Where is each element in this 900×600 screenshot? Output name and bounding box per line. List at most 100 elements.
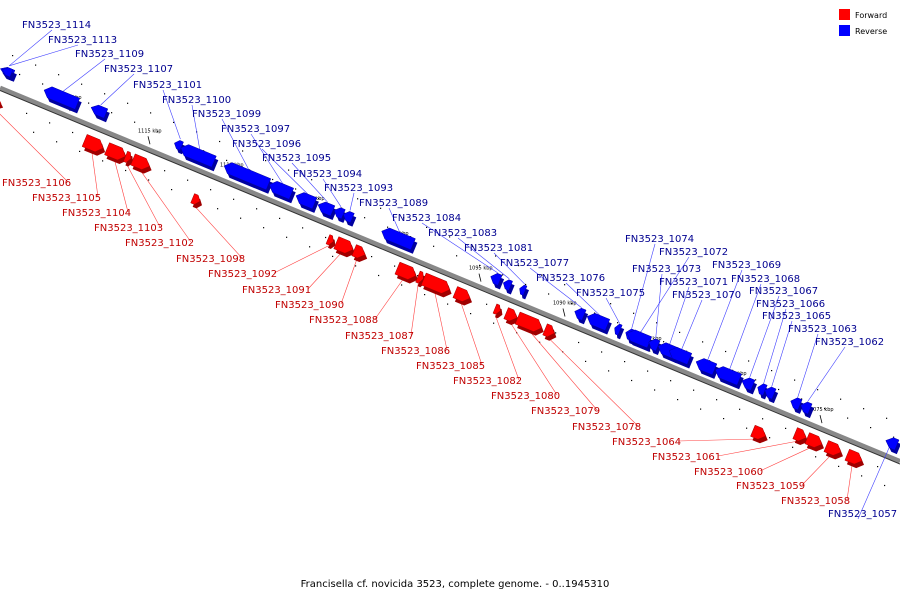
- track-dot: [817, 389, 819, 391]
- gene-arrow: [574, 307, 587, 321]
- gene-arrow: [223, 162, 272, 191]
- track-dot: [387, 226, 389, 228]
- track-dot: [716, 399, 718, 401]
- gene-arrow: [790, 397, 803, 411]
- leader-line: [857, 437, 894, 520]
- gene-label-reverse: FN3523_1093: [324, 183, 393, 194]
- track-dot: [102, 160, 104, 162]
- leader-line: [846, 463, 853, 501]
- track-dot: [325, 236, 327, 239]
- track-dot: [217, 208, 219, 210]
- track-dot: [426, 226, 428, 228]
- gene-arrow: [90, 104, 109, 119]
- gene-label-reverse: FN3523_1071: [659, 277, 728, 288]
- track-dot: [838, 465, 840, 467]
- gene-label-forward: FN3523_1058: [781, 496, 850, 507]
- track-dot: [555, 332, 557, 334]
- track-dot: [769, 437, 771, 439]
- track-dot: [401, 284, 403, 286]
- gene-arrow: [325, 234, 334, 246]
- leader-line: [410, 283, 419, 336]
- gene-label-reverse: FN3523_1065: [762, 311, 831, 322]
- gene-label-reverse: FN3523_1070: [672, 290, 741, 301]
- gene-label-forward: FN3523_1103: [94, 223, 163, 234]
- gene-label-forward: FN3523_1104: [62, 208, 131, 219]
- tick-label: 1095 kbp: [469, 266, 493, 272]
- leader-lines: [0, 29, 894, 520]
- leader-line: [193, 205, 243, 259]
- track-dot: [748, 360, 750, 362]
- gene-label-forward: FN3523_1091: [242, 285, 311, 296]
- leader-line: [191, 104, 200, 150]
- track-dot: [171, 189, 173, 191]
- track-dot: [647, 370, 649, 372]
- track-dot: [755, 379, 757, 381]
- track-dot: [256, 208, 258, 210]
- track-dot: [380, 207, 382, 209]
- leader-line: [529, 267, 582, 308]
- gene-label-forward: FN3523_1082: [453, 376, 522, 387]
- gene-label-reverse: FN3523_1076: [536, 273, 605, 284]
- gene-arrow: [626, 329, 653, 349]
- track-dot: [311, 179, 313, 181]
- track-dot: [240, 217, 242, 219]
- gene-label-reverse: FN3523_1074: [625, 234, 694, 245]
- gene-arrow: [492, 303, 501, 315]
- gene-arrow: [614, 323, 623, 336]
- leader-line: [807, 346, 846, 402]
- axis-line: [0, 85, 900, 464]
- gene-arrow: [648, 338, 661, 352]
- leader-line: [527, 328, 598, 411]
- track-dot: [656, 322, 658, 324]
- leader-line: [797, 333, 819, 398]
- track-dot: [150, 112, 152, 114]
- gene-arrow: [503, 279, 513, 291]
- track-dot: [624, 361, 626, 363]
- gene-labels: FN3523_1114 FN3523_1113 FN3523_1109 FN3523_…: [2, 20, 897, 520]
- leader-line: [138, 168, 192, 243]
- gene-arrows: [0, 67, 900, 469]
- legend-reverse-label: Reverse: [855, 27, 887, 36]
- gene-arrow: [792, 427, 807, 442]
- track-dot: [35, 64, 37, 66]
- track-dot: [134, 121, 136, 123]
- track-dot: [792, 446, 794, 448]
- track-dot: [564, 284, 566, 286]
- track-dot: [631, 379, 633, 382]
- track-dot: [824, 408, 826, 410]
- gene-label-reverse: FN3523_1062: [815, 337, 884, 348]
- track-dot: [318, 198, 320, 200]
- track-dot: [518, 265, 520, 267]
- leader-line: [493, 252, 525, 285]
- gene-arrow: [750, 424, 767, 440]
- leader-line: [91, 149, 99, 198]
- leader-line: [801, 454, 832, 486]
- track-dot: [279, 217, 281, 219]
- gene-arrow: [804, 432, 823, 448]
- gene-arrow: [394, 261, 417, 280]
- track-dot: [771, 370, 773, 372]
- track-dot: [226, 159, 228, 161]
- gene-label-reverse: FN3523_1057: [828, 509, 897, 520]
- leader-line: [388, 207, 400, 233]
- track-dot: [725, 350, 727, 353]
- leader-line: [669, 286, 690, 345]
- track-dot: [886, 417, 888, 419]
- gene-label-reverse: FN3523_1072: [659, 247, 728, 258]
- track-dot: [424, 294, 426, 296]
- track-dot: [493, 322, 495, 324]
- track-dot: [472, 245, 474, 248]
- track-dot: [332, 255, 334, 257]
- genome-caption: Francisella cf. novicida 3523, complete …: [301, 579, 610, 590]
- leader-line: [759, 446, 813, 472]
- track-dot: [302, 227, 304, 229]
- gene-label-reverse: FN3523_1066: [756, 299, 825, 310]
- gene-label-forward: FN3523_1090: [275, 300, 344, 311]
- track-dot: [42, 83, 44, 85]
- track-dot: [785, 427, 787, 429]
- track-dot: [26, 112, 28, 114]
- leader-line: [717, 440, 799, 457]
- track-dot: [840, 398, 842, 400]
- legend-reverse-swatch: [839, 25, 850, 36]
